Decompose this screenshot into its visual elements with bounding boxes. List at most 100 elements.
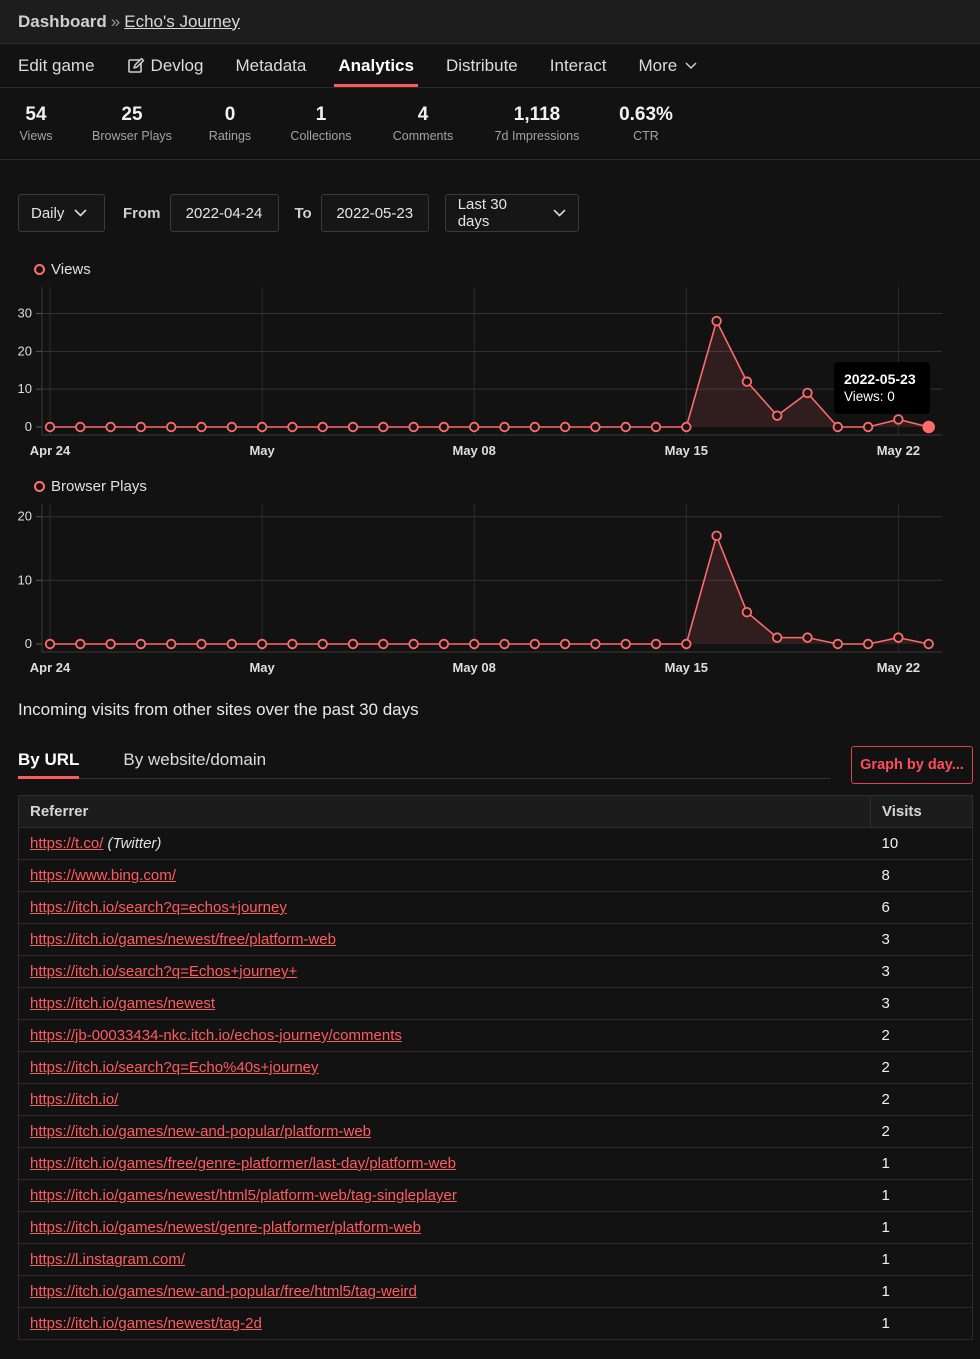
referrer-cell: https://itch.io/search?q=Echo%40s+journe… [18,1051,871,1084]
from-date-value: 2022-04-24 [185,204,263,222]
visits-cell: 1 [870,1243,973,1276]
stat-label: Collections [290,129,352,143]
data-point [378,421,389,433]
from-label: From [123,204,161,222]
referrer-link[interactable]: https://itch.io/games/newest/tag-2d [30,1315,262,1332]
data-point [862,421,874,433]
data-point [226,638,238,650]
browser-plays-chart[interactable]: 0 10 20 Apr 24 May May 08 May 15 May 22 [0,499,980,681]
stat-label: CTR [633,129,659,143]
data-point [862,638,874,650]
nav-analytics[interactable]: Analytics [334,44,418,87]
referrer-link[interactable]: https://l.instagram.com/ [30,1251,186,1268]
referrer-link[interactable]: https://itch.io/games/newest/genre-platf… [30,1219,422,1236]
referrer-link[interactable]: https://t.co/ [30,835,104,852]
referrer-cell: https://itch.io/games/newest/html5/platf… [18,1179,871,1212]
stat-value: 54 [25,104,47,125]
data-point [529,638,541,650]
range-select[interactable]: Last 30 days [444,194,579,232]
breadcrumb-separator: » [110,11,121,31]
stat-comments: 4 Comments [390,104,456,143]
nav-label: Edit game [18,55,95,75]
browser-plays-legend-label: Browser Plays [51,478,147,495]
legend-dot-icon [34,481,45,492]
referrer-cell: https://itch.io/games/new-and-popular/fr… [18,1275,871,1308]
stat-value: 4 [417,104,429,125]
legend-dot-icon [34,264,45,275]
data-point [922,420,935,434]
data-point [469,638,480,650]
nav-interact[interactable]: Interact [550,44,607,87]
tab-by-domain[interactable]: By website/domain [123,750,267,769]
referrer-link[interactable]: https://jb-00033434-nkc.itch.io/echos-jo… [30,1027,402,1044]
data-point [75,421,86,433]
range-value: Last 30 days [457,196,507,230]
stat-ratings: 0 Ratings [208,104,252,143]
referrer-link[interactable]: https://itch.io/ [30,1091,119,1108]
referrer-link[interactable]: https://itch.io/search?q=Echos+journey+ [30,963,298,980]
referrer-link[interactable]: https://itch.io/games/newest/free/platfo… [30,931,336,948]
data-point [802,632,813,643]
stats-bar: 54 Views 25 Browser Plays 0 Ratings 1 Co… [0,88,980,160]
table-row: https://itch.io/games/new-and-popular/pl… [18,1115,973,1148]
referrer-link[interactable]: https://itch.io/search?q=Echo%40s+journe… [30,1059,319,1076]
to-date-input[interactable]: 2022-05-23 [320,194,429,232]
data-point [499,638,510,650]
data-point [378,638,389,650]
incoming-visits-title: Incoming visits from other sites over th… [18,700,419,719]
referrer-cell: https://itch.io/games/newest/free/platfo… [18,923,871,956]
stat-browser-plays: 25 Browser Plays [90,104,174,143]
browser-plays-legend[interactable]: Browser Plays [34,478,147,495]
tab-by-url[interactable]: By URL [18,745,80,779]
referrer-link[interactable]: https://itch.io/games/newest [30,995,216,1012]
breadcrumb: Dashboard » Echo's Journey [0,0,980,44]
stat-label: Browser Plays [92,129,172,143]
data-point [559,421,571,433]
data-point [559,638,571,650]
chevron-down-icon [74,209,87,217]
from-date-input[interactable]: 2022-04-24 [169,194,279,232]
referrer-link[interactable]: https://itch.io/games/new-and-popular/pl… [30,1123,372,1140]
stat-value: 25 [121,104,143,125]
data-point [347,421,359,433]
tooltip-value: Views: 0 [844,389,895,404]
referrer-link[interactable]: https://itch.io/games/newest/html5/platf… [30,1187,457,1204]
table-row: https://itch.io/games/free/genre-platfor… [18,1147,973,1180]
referrer-link[interactable]: https://www.bing.com/ [30,867,176,884]
data-point [44,638,56,650]
data-point [135,638,147,650]
nav-devlog[interactable]: Devlog [127,44,204,87]
nav-edit-game[interactable]: Edit game [18,44,95,87]
stat-label: Ratings [208,129,252,143]
data-point [650,638,662,650]
referrer-link[interactable]: https://itch.io/games/free/genre-platfor… [30,1155,457,1172]
nav-distribute[interactable]: Distribute [446,44,518,87]
data-point [681,421,692,433]
interval-select[interactable]: Daily [18,194,105,232]
views-chart[interactable]: 0 10 20 30 Apr 24 May May 08 May 15 May 22 [0,282,980,462]
data-point [893,414,904,425]
data-point [347,638,359,650]
breadcrumb-game-link[interactable]: Echo's Journey [124,11,240,31]
nav-more[interactable]: More [638,44,703,87]
referrer-cell: https://itch.io/search?q=Echos+journey+ [18,955,871,988]
views-legend-label: Views [51,261,91,278]
referrer-cell: https://itch.io/games/new-and-popular/pl… [18,1115,871,1148]
data-point [165,638,177,650]
game-nav: Edit game Devlog Metadata Analytics Dist… [0,44,980,88]
data-point [832,421,844,433]
visits-cell: 1 [870,1307,973,1340]
views-legend[interactable]: Views [34,261,91,278]
data-point [438,638,450,650]
breadcrumb-dashboard-link[interactable]: Dashboard [18,11,107,31]
referrer-link[interactable]: https://itch.io/games/new-and-popular/fr… [30,1283,417,1300]
data-point [438,421,450,433]
nav-metadata[interactable]: Metadata [235,44,306,87]
data-point [772,632,783,643]
nav-label: Devlog [150,55,204,75]
referrer-link[interactable]: https://itch.io/search?q=echos+journey [30,899,287,916]
graph-by-day-button[interactable]: Graph by day... [851,746,973,784]
table-header-row: Referrer Visits [18,795,973,828]
data-point [832,638,844,650]
referrer-table: Referrer Visits https://t.co/ (Twitter) 1… [18,795,973,1340]
